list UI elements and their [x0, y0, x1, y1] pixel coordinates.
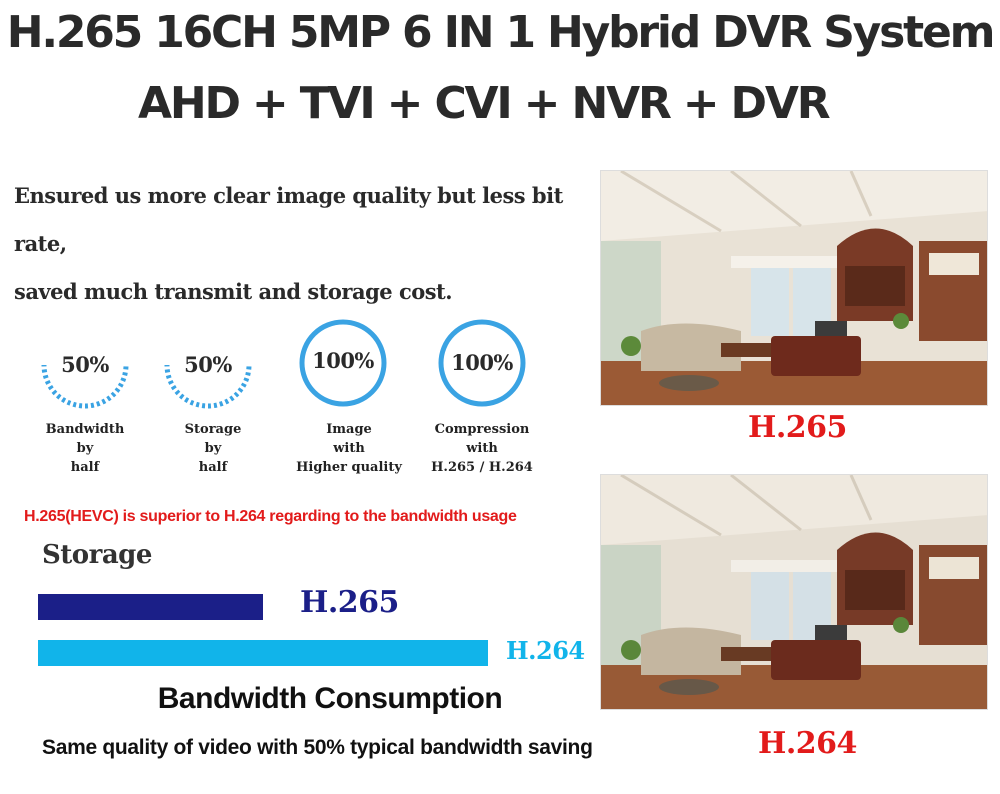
- caption-line: with: [466, 441, 498, 456]
- h264-bar-label: H.264: [506, 636, 585, 665]
- stat-value: 100%: [451, 350, 513, 375]
- bandwidth-subtitle: Same quality of video with 50% typical b…: [42, 736, 593, 759]
- h265-photo-caption: H.265: [748, 410, 847, 445]
- stat-value: 100%: [312, 348, 374, 373]
- living-room-photo: [600, 474, 988, 710]
- caption-line: by: [204, 441, 222, 456]
- stat-storage: 50%: [163, 320, 253, 414]
- caption-line: Compression: [434, 422, 530, 437]
- dashed-ring-icon: [40, 320, 130, 410]
- living-room-photo-icon: [601, 171, 987, 405]
- bandwidth-title: Bandwidth Consumption: [157, 682, 503, 715]
- h265-bar-label: H.265: [300, 585, 399, 620]
- stat-value: 50%: [61, 352, 109, 377]
- caption-line: by: [76, 441, 94, 456]
- caption-line: Bandwidth: [45, 422, 125, 437]
- ring-icon: [438, 319, 526, 407]
- caption-line: with: [333, 441, 365, 456]
- stat-bandwidth: 50%: [40, 320, 130, 414]
- stat-image: 100%: [298, 318, 388, 412]
- storage-label: Storage: [42, 540, 152, 570]
- intro-line-1: Ensured us more clear image quality but …: [14, 183, 563, 256]
- caption-line: half: [70, 460, 100, 475]
- caption-line: Higher quality: [296, 460, 402, 475]
- caption-line: half: [198, 460, 228, 475]
- h265-storage-bar: [38, 594, 263, 620]
- intro-text: Ensured us more clear image quality but …: [14, 172, 614, 316]
- page-title: H.265 16CH 5MP 6 IN 1 Hybrid DVR System: [6, 7, 996, 58]
- caption-line: H.265 / H.264: [431, 460, 533, 475]
- stat-value: 50%: [184, 352, 232, 377]
- ring-icon: [299, 319, 387, 407]
- stat-caption-compression: Compression with H.265 / H.264: [412, 420, 552, 477]
- stat-compression: 100%: [437, 318, 527, 412]
- living-room-photo-icon: [601, 475, 987, 709]
- living-room-photo: [600, 170, 988, 406]
- stat-caption-image: Image with Higher quality: [279, 420, 419, 477]
- caption-line: Image: [326, 422, 372, 437]
- dashed-ring-icon: [163, 320, 253, 410]
- h264-storage-bar: [38, 640, 488, 666]
- page-subtitle: AHD + TVI + CVI + NVR + DVR: [138, 78, 831, 129]
- intro-line-2: saved much transmit and storage cost.: [14, 279, 453, 304]
- stat-caption-bandwidth: Bandwidth by half: [15, 420, 155, 477]
- stat-caption-storage: Storage by half: [143, 420, 283, 477]
- comparison-note: H.265(HEVC) is superior to H.264 regardi…: [24, 508, 517, 525]
- caption-line: Storage: [184, 422, 242, 437]
- h264-photo-caption: H.264: [758, 726, 857, 761]
